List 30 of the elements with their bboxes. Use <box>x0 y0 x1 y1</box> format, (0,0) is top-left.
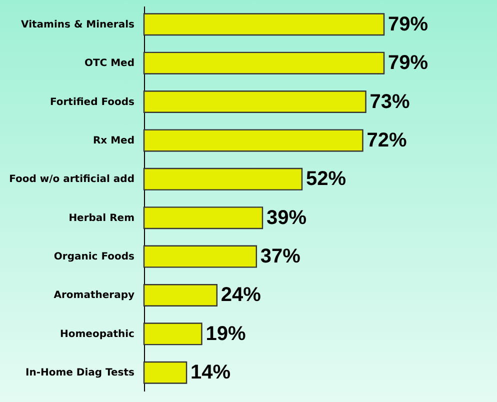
data-label: 14% <box>190 362 231 384</box>
bar <box>143 90 366 114</box>
y-tick-label: Vitamins & Minerals <box>21 19 135 30</box>
data-label: 72% <box>366 129 407 152</box>
bar <box>143 13 385 36</box>
data-label: 52% <box>306 168 346 190</box>
y-tick-label: Organic Foods <box>54 252 135 263</box>
y-tick-label: Aromatherapy <box>54 290 135 302</box>
data-label: 37% <box>260 246 301 268</box>
bar <box>143 168 303 190</box>
data-label: 79% <box>388 13 428 36</box>
data-label: 39% <box>266 206 307 229</box>
data-label: 19% <box>206 322 246 345</box>
y-tick-label: Homeopathic <box>60 328 135 340</box>
y-tick-label: OTC Med <box>84 58 134 70</box>
bar <box>143 206 264 230</box>
bar <box>143 284 218 306</box>
y-tick-label: Food w/o artificial add <box>9 174 134 186</box>
y-tick-label: Fortified Foods <box>50 96 135 108</box>
data-label: 79% <box>388 52 428 74</box>
y-tick-label: In-Home Diag Tests <box>26 368 135 379</box>
bar <box>143 52 385 74</box>
data-label: 24% <box>220 284 262 306</box>
bar <box>143 129 364 152</box>
bar <box>143 361 188 384</box>
y-tick-label: Herbal Rem <box>68 212 134 224</box>
bar <box>143 245 258 268</box>
data-label: 73% <box>370 90 410 113</box>
y-tick-label: Rx Med <box>92 135 134 146</box>
bar <box>143 322 202 346</box>
